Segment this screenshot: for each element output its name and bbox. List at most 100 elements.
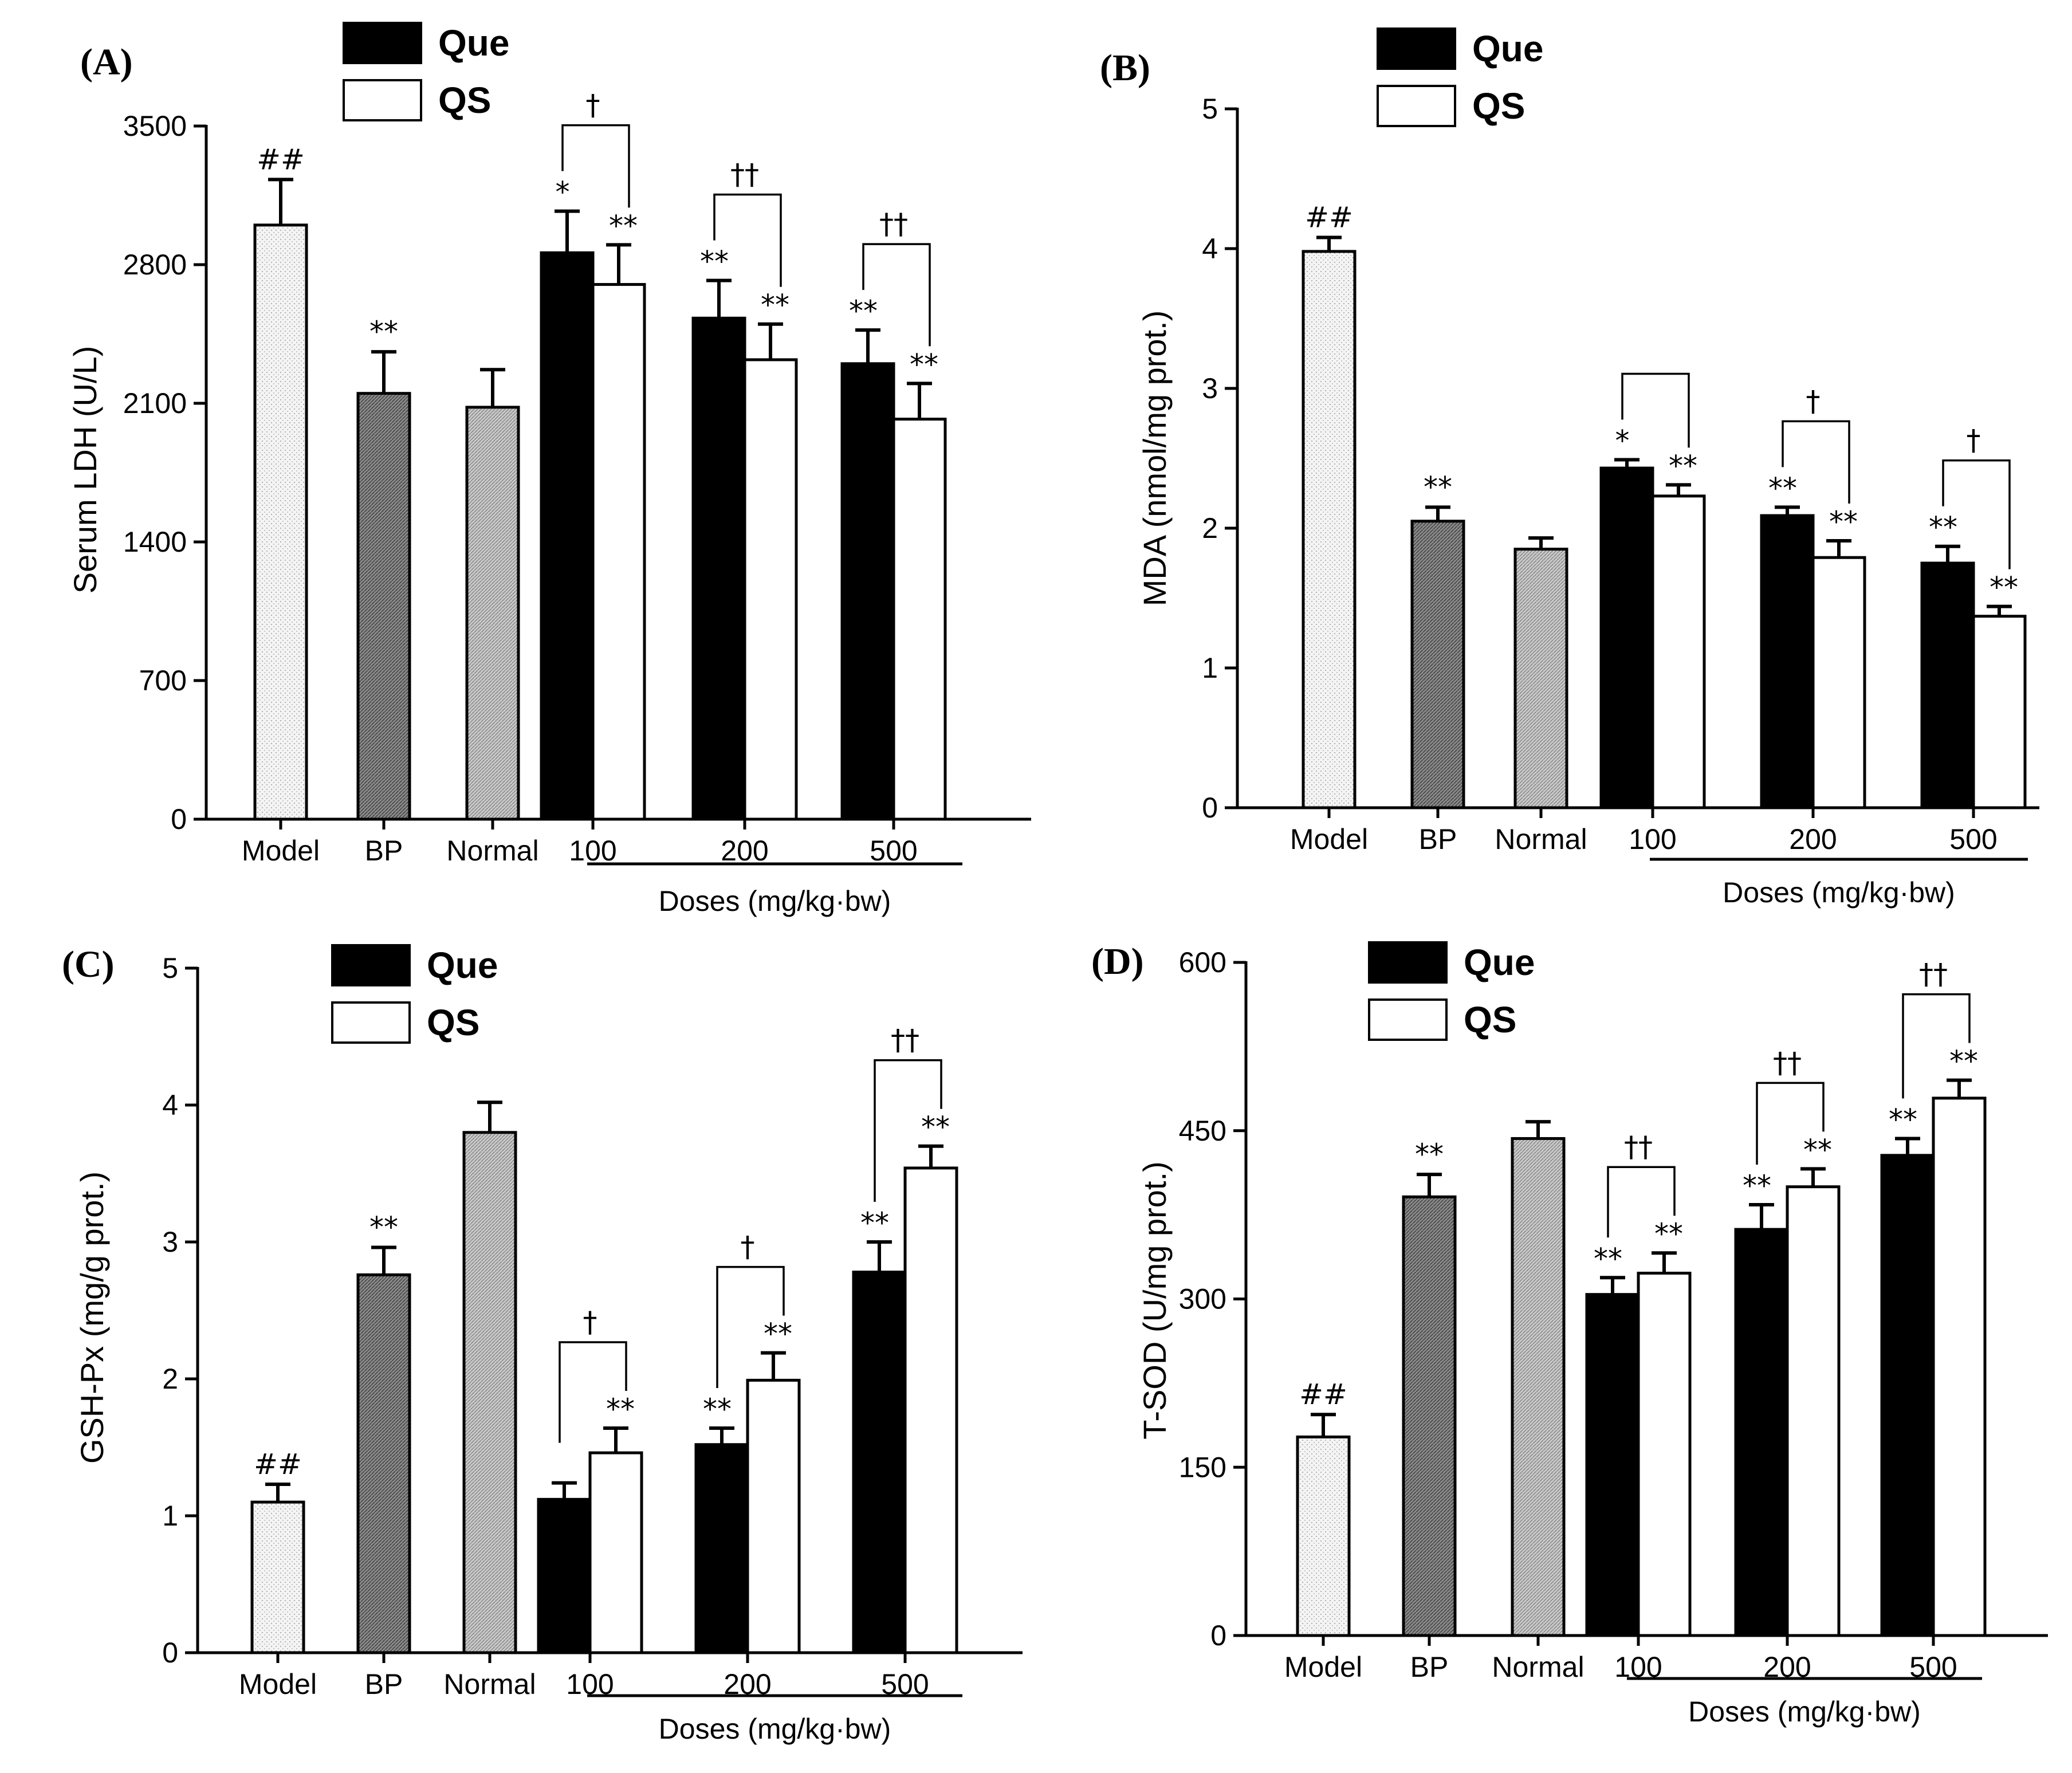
- legend-swatch-qs: [1377, 85, 1456, 127]
- chart-panel-c: (C) 0 1 2 3 4 5 GSH-Px (mg/g prot.) ## Model ** BP N…: [62, 943, 1023, 1745]
- bracket-marker: †: [741, 1231, 755, 1264]
- y-tick-label: 3: [162, 1226, 178, 1258]
- significance-marker: **: [1415, 1138, 1444, 1171]
- y-axis-label: MDA (nmol/mg prot.): [1137, 310, 1173, 607]
- y-tick-label: 0: [162, 1637, 178, 1669]
- legend-label-qs: QS: [438, 80, 491, 121]
- bar-qs-500: [1972, 615, 2027, 809]
- bar-qs-200: [746, 1378, 801, 1654]
- bar-model: [250, 1500, 305, 1654]
- bar-model: [1302, 250, 1357, 809]
- bar-que-200: [694, 1443, 749, 1654]
- bar-qs-100: [588, 1451, 643, 1654]
- legend-label-qs: QS: [1464, 999, 1516, 1040]
- bar-que-500: [1880, 1154, 1935, 1637]
- bar-normal: [1511, 1137, 1566, 1637]
- significance-marker-que: **: [849, 294, 878, 328]
- dose-axis-label: Doses (mg/kg·bw): [1688, 1696, 1921, 1728]
- bar-qs-500: [903, 1166, 958, 1654]
- legend-swatch-que: [343, 22, 422, 64]
- comparison-bracket: [1621, 372, 1690, 448]
- significance-marker-qs: **: [1803, 1133, 1832, 1166]
- bar-bp: [356, 392, 411, 821]
- bar-model: [253, 223, 308, 821]
- bracket-marker: †: [1806, 384, 1821, 418]
- bracket-marker: †: [1967, 424, 1981, 457]
- dose-label: 100: [1629, 823, 1676, 855]
- significance-marker-qs: **: [1990, 571, 2018, 604]
- bar-qs-100: [1637, 1271, 1692, 1637]
- category-label: BP: [1419, 823, 1457, 855]
- bar-que-200: [1760, 514, 1815, 809]
- y-tick-label: 0: [1202, 792, 1218, 824]
- bar-que-500: [852, 1271, 907, 1654]
- comparison-bracket: [559, 1341, 627, 1443]
- y-tick-label: 5: [162, 952, 178, 984]
- bar-qs-100: [1651, 494, 1706, 809]
- legend-label-que: Que: [427, 945, 498, 986]
- y-tick-label: 2: [162, 1363, 178, 1395]
- significance-marker: ##: [1299, 1378, 1347, 1411]
- panel-label: (D): [1091, 941, 1144, 982]
- y-tick-label: 2100: [123, 387, 187, 419]
- significance-marker-que: **: [1743, 1169, 1771, 1202]
- significance-marker-qs: **: [1654, 1217, 1683, 1251]
- comparison-bracket: [716, 1265, 785, 1389]
- significance-marker-que: *: [1615, 424, 1630, 457]
- panel-label: (A): [80, 41, 133, 83]
- y-tick-label: 5: [1202, 93, 1218, 125]
- chart-panel-b: (B) 0 1 2 3 4 5 MDA (nmol/mg prot.) ## Model ** BP N…: [1100, 27, 2039, 909]
- chart-panel-d: (D) 0 150 300 450 600 T-SOD (U/mg prot.) ## Mode…: [1091, 941, 2048, 1728]
- category-label: Normal: [1492, 1651, 1584, 1683]
- y-tick-label: 700: [139, 665, 187, 697]
- bar-bp: [1402, 1195, 1457, 1637]
- bar-model: [1296, 1435, 1351, 1637]
- significance-marker-qs: **: [609, 209, 638, 242]
- comparison-bracket: [862, 243, 931, 347]
- comparison-bracket: [561, 124, 630, 208]
- significance-marker: ##: [1305, 201, 1353, 234]
- bracket-marker: ††: [891, 1024, 919, 1057]
- category-label: Normal: [443, 1668, 536, 1700]
- y-tick-label: 300: [1179, 1283, 1226, 1315]
- dose-label: 100: [569, 835, 616, 867]
- significance-marker-que: **: [703, 1393, 732, 1426]
- bracket-marker: ††: [1773, 1046, 1802, 1079]
- y-tick-label: 150: [1179, 1451, 1226, 1483]
- dose-label: 500: [870, 835, 917, 867]
- bracket-marker: †: [583, 1306, 597, 1339]
- bracket-marker: ††: [1919, 958, 1948, 991]
- significance-marker-qs: **: [764, 1318, 792, 1351]
- significance-marker: ##: [257, 143, 305, 176]
- y-axis-label: GSH-Px (mg/g prot.): [74, 1171, 110, 1464]
- bar-normal: [465, 406, 520, 821]
- chart-panel-a: (A) 0 700 1400 2100 2800 3500 Serum LDH (U/L) ##…: [67, 22, 1031, 917]
- significance-marker-que: **: [700, 245, 729, 278]
- comparison-bracket: [1942, 459, 2011, 569]
- significance-marker-que: **: [1768, 471, 1797, 505]
- comparison-bracket: [874, 1059, 942, 1202]
- y-tick-label: 0: [171, 803, 187, 835]
- bar-bp: [356, 1273, 411, 1654]
- significance-marker-qs: **: [921, 1111, 950, 1144]
- comparison-bracket: [1756, 1082, 1825, 1165]
- significance-marker-qs: **: [606, 1393, 635, 1426]
- significance-marker-qs: **: [761, 289, 789, 322]
- legend-swatch-qs: [331, 1001, 411, 1044]
- bar-que-200: [691, 316, 746, 821]
- legend-label-qs: QS: [427, 1002, 479, 1043]
- comparison-bracket: [1902, 993, 1971, 1099]
- y-tick-label: 2800: [123, 249, 187, 281]
- legend-swatch-que: [1377, 27, 1456, 70]
- bar-qs-200: [1811, 556, 1866, 809]
- category-label: BP: [365, 835, 403, 867]
- significance-marker-qs: **: [1949, 1045, 1978, 1078]
- bar-que-100: [537, 1497, 592, 1654]
- significance-marker-que: **: [1929, 511, 1957, 544]
- significance-marker-qs: **: [1829, 505, 1858, 538]
- y-tick-label: 450: [1179, 1115, 1226, 1147]
- bar-qs-500: [1932, 1096, 1987, 1637]
- panel-label: (C): [62, 943, 115, 985]
- bar-que-500: [1920, 561, 1975, 809]
